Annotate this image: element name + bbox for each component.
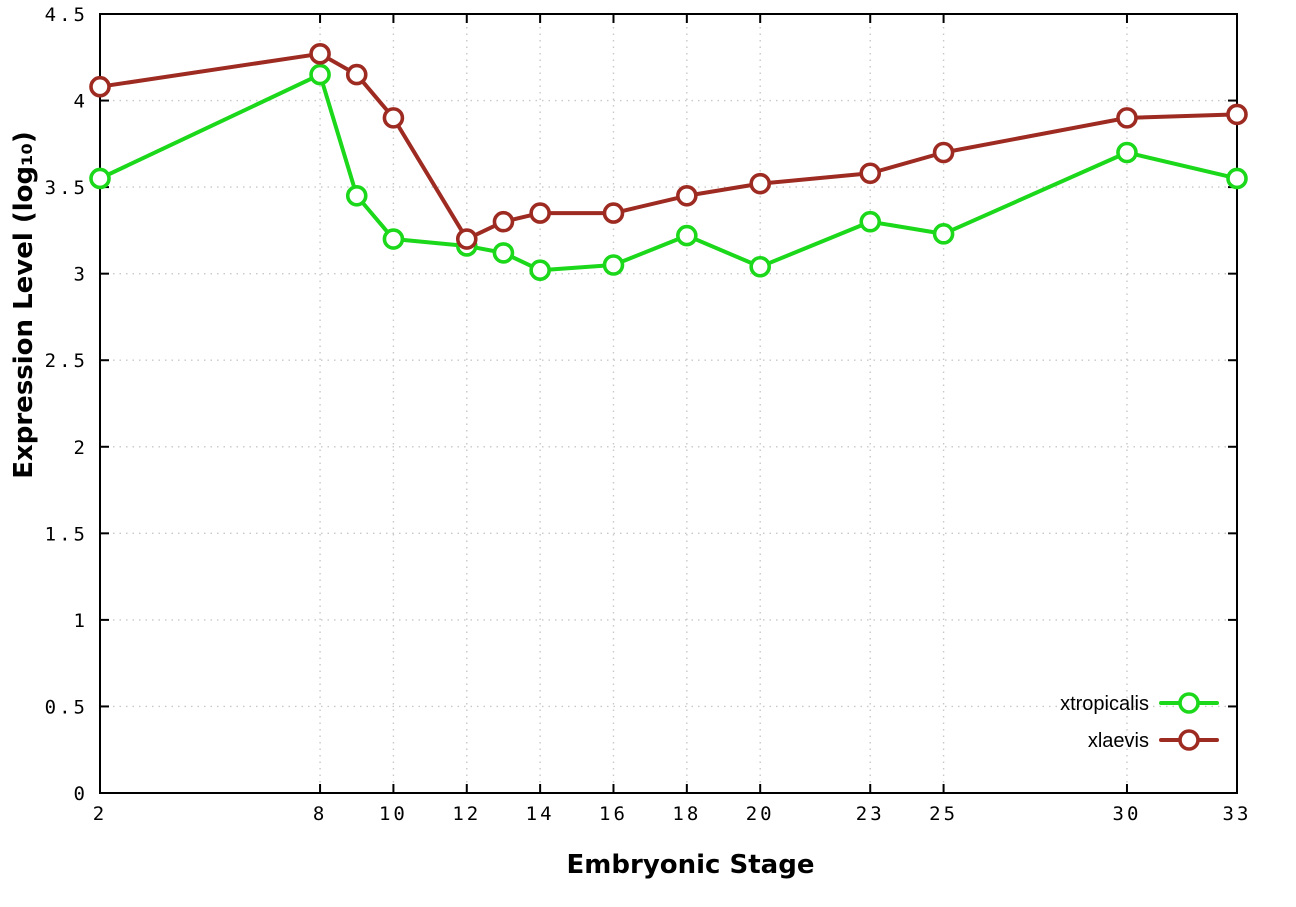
data-point-xtropicalis (602, 254, 625, 276)
legend-marker-xlaevis (1178, 729, 1200, 751)
data-point-xtropicalis (1226, 167, 1248, 190)
y-tick-labels: 0 0.5 1 1.5 2 2.5 3 3.5 4 4.5 (45, 4, 88, 805)
data-point-xtropicalis (345, 184, 368, 207)
data-point-xlaevis (382, 107, 405, 129)
data-point-xlaevis (676, 184, 698, 207)
data-point-xtropicalis (89, 167, 111, 190)
data-point-xtropicalis (529, 259, 551, 282)
data-point-xlaevis (602, 202, 625, 224)
plot-border (99, 13, 1238, 794)
data-point-xtropicalis (859, 210, 882, 233)
y-tick-label: 1.5 (45, 523, 88, 545)
data-point-xlaevis (89, 75, 111, 98)
y-tick-label: 0 (74, 783, 88, 805)
y-tick-label: 2 (74, 437, 88, 459)
legend-label-xtropicalis: xtropicalis (1060, 693, 1149, 715)
data-point-xlaevis (529, 202, 551, 224)
x-tick-label: 25 (929, 803, 958, 825)
y-tick-label: 3.5 (45, 177, 88, 199)
x-tick-label: 14 (526, 803, 555, 825)
data-point-xlaevis (1226, 103, 1248, 126)
x-tick-label: 33 (1223, 803, 1252, 825)
data-point-xlaevis (1116, 107, 1138, 129)
y-tick-label: 0.5 (45, 696, 88, 718)
x-tick-label: 10 (379, 803, 408, 825)
data-point-xlaevis (455, 228, 478, 250)
y-tick-label: 4 (74, 91, 88, 113)
x-tick-label: 12 (452, 803, 481, 825)
x-tick-label: 20 (746, 803, 775, 825)
series-line-xtropicalis (98, 72, 1239, 273)
data-point-xtropicalis (932, 223, 955, 245)
data-point-xtropicalis (492, 242, 515, 264)
legend: xtropicalis xlaevis (1060, 692, 1219, 752)
legend-label-xlaevis: xlaevis (1088, 730, 1149, 752)
x-tick-label: 23 (856, 803, 885, 825)
x-axis-title: Embryonic Stage (567, 850, 815, 880)
data-point-xlaevis (932, 141, 955, 164)
y-tick-label: 2.5 (45, 350, 88, 372)
x-tick-label: 30 (1113, 803, 1142, 825)
x-tick-label: 8 (313, 803, 327, 825)
series-xlaevis (89, 43, 1248, 250)
series-xtropicalis (89, 63, 1248, 282)
x-tick-label: 2 (93, 803, 107, 825)
data-point-xtropicalis (676, 224, 698, 247)
series-line-xlaevis (98, 51, 1239, 242)
data-point-xlaevis (749, 172, 771, 195)
data-point-xtropicalis (309, 63, 331, 86)
data-point-xlaevis (859, 162, 882, 185)
data-point-xlaevis (492, 210, 515, 233)
y-axis-title: Expression Level (log₁₀) (9, 131, 39, 479)
x-tick-label: 16 (599, 803, 628, 825)
y-tick-label: 4.5 (45, 4, 88, 26)
x-tick-labels: 2 8 10 12 14 16 18 20 23 25 30 33 (93, 803, 1252, 825)
data-point-xtropicalis (382, 228, 405, 250)
x-tick-label: 18 (672, 803, 701, 825)
data-point-xtropicalis (749, 255, 771, 278)
tick-marks (99, 13, 1238, 794)
legend-entry-xlaevis: xlaevis (1088, 729, 1219, 752)
y-tick-label: 1 (74, 610, 88, 632)
data-point-xlaevis (345, 63, 368, 86)
data-point-xlaevis (309, 43, 331, 65)
data-point-xtropicalis (1116, 141, 1138, 164)
legend-marker-xtropicalis (1178, 692, 1200, 714)
y-tick-label: 3 (74, 264, 88, 286)
legend-entry-xtropicalis: xtropicalis (1060, 692, 1219, 715)
